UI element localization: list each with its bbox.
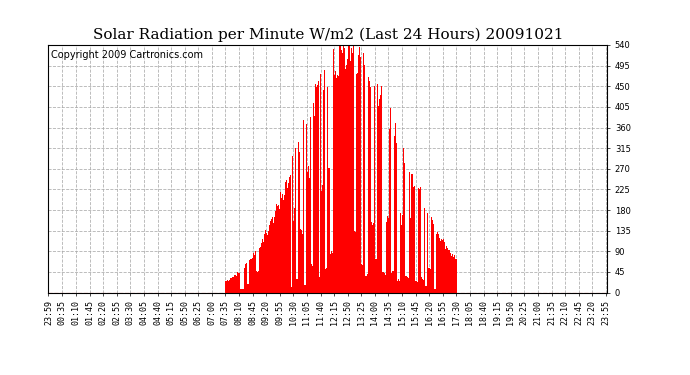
Text: Copyright 2009 Cartronics.com: Copyright 2009 Cartronics.com (51, 50, 203, 60)
Title: Solar Radiation per Minute W/m2 (Last 24 Hours) 20091021: Solar Radiation per Minute W/m2 (Last 24… (92, 28, 563, 42)
